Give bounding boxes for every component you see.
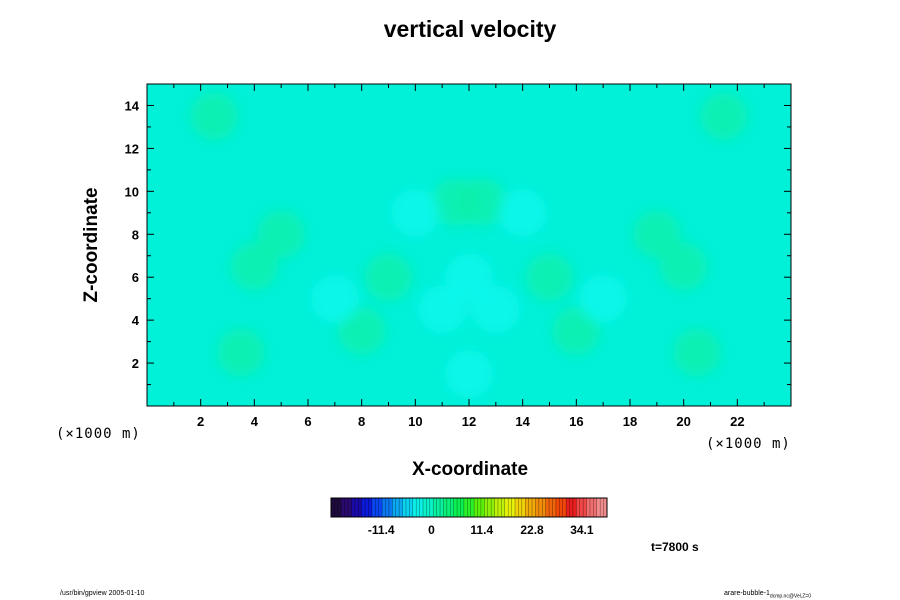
colorbar-segment — [494, 498, 506, 517]
colorbar-segment — [402, 498, 414, 517]
field-feature-17 — [579, 274, 628, 323]
colorbar-segment — [423, 498, 434, 517]
field-feature-19 — [498, 188, 547, 237]
field-feature-5 — [632, 210, 681, 259]
colorbar-segment — [515, 498, 526, 517]
field-feature-15 — [445, 349, 493, 398]
field-feature-4 — [257, 210, 306, 259]
field-feature-20 — [418, 285, 467, 334]
x-tick-label: 18 — [623, 414, 637, 429]
colorbar-segment — [361, 498, 373, 517]
x-tick-label: 22 — [730, 414, 744, 429]
y-tick-label: 14 — [125, 98, 140, 113]
field-feature-8 — [364, 253, 413, 302]
field-feature-10 — [216, 328, 265, 377]
x-tick-label: 6 — [304, 414, 311, 429]
x-axis-label: X-coordinate — [411, 459, 529, 480]
colorbar-segment — [576, 498, 588, 517]
colorbar-segment — [596, 498, 608, 517]
colorbar-tick-label: 11.4 — [470, 523, 493, 537]
colorbar-segment — [341, 498, 352, 517]
colorbar-segment — [463, 498, 475, 517]
field-feature-1 — [699, 92, 748, 141]
colorbar-tick-label: 22.8 — [520, 523, 544, 537]
footer-dataset-variable: dcmp.nc@Vel,Z=0 — [769, 593, 811, 600]
field-feature-3 — [458, 178, 507, 227]
field-feature-16 — [310, 274, 359, 323]
field-feature-13 — [552, 306, 601, 355]
colorbar-segment — [474, 498, 485, 517]
colorbar-segment — [412, 498, 424, 517]
colorbar-segment — [382, 498, 393, 517]
colorbar-segment — [331, 498, 342, 517]
footer-dataset: arare-bubble-1dcmp.nc@Vel,Z=0 — [724, 590, 811, 599]
chart-title: vertical velocity — [383, 16, 557, 42]
y-tick-label: 6 — [132, 270, 139, 285]
field-feature-14 — [445, 253, 493, 302]
colorbar-tick-label: 34.1 — [570, 523, 594, 537]
time-annotation: t=7800 s — [651, 540, 699, 554]
y-tick-label: 10 — [125, 184, 139, 199]
colorbar-segment — [351, 498, 363, 517]
field-feature-18 — [391, 188, 440, 237]
colorbar-segment — [555, 498, 567, 517]
footer-dataset-name: arare-bubble-1 — [724, 590, 770, 597]
colorbar-segment — [525, 498, 536, 517]
colorbar-segment — [535, 498, 547, 517]
x-tick-label: 4 — [251, 414, 259, 429]
colorbar-segment — [433, 498, 444, 517]
x-tick-label: 14 — [515, 414, 530, 429]
colorbar-segment — [392, 498, 404, 517]
x-tick-label: 20 — [676, 414, 690, 429]
x-tick-label: 8 — [358, 414, 365, 429]
field-feature-0 — [190, 92, 239, 141]
x-tick-label: 2 — [197, 414, 204, 429]
y-tick-label: 12 — [125, 141, 139, 156]
y-tick-label: 8 — [132, 227, 139, 242]
colorbar-frame — [330, 497, 608, 518]
y-tick-label: 2 — [132, 356, 139, 371]
colorbar-segment — [484, 498, 496, 517]
colorbar-segment — [566, 498, 577, 517]
footer-command: /usr/bin/gpview 2005-01-10 — [60, 590, 145, 597]
colorbar-segment — [443, 498, 455, 517]
colorbar-segment — [586, 498, 598, 517]
x-unit-label-right: (×1000 m) — [706, 436, 791, 452]
colorbar: -11.4 0 11.4 22.8 34.1 — [330, 497, 608, 537]
field-feature-12 — [337, 306, 386, 355]
y-tick-label: 4 — [132, 313, 140, 328]
field-feature-6 — [230, 242, 279, 291]
colorbar-segment — [371, 498, 383, 517]
colorbar-segment — [504, 498, 516, 517]
colorbar-tick-label: 0 — [428, 523, 435, 537]
colorbar-tick-label: -11.4 — [368, 523, 395, 537]
x-tick-label: 10 — [408, 414, 422, 429]
x-unit-label-left: (×1000 m) — [56, 426, 141, 442]
field-feature-7 — [659, 242, 708, 291]
plot-frame — [146, 83, 792, 407]
velocity-field — [190, 92, 748, 398]
x-tick-label: 16 — [569, 414, 583, 429]
x-tick-label: 12 — [462, 414, 476, 429]
colorbar-segment — [453, 498, 465, 517]
field-feature-9 — [525, 253, 574, 302]
field-feature-21 — [471, 285, 520, 334]
field-feature-11 — [673, 328, 722, 377]
colorbar-segment — [545, 498, 557, 517]
